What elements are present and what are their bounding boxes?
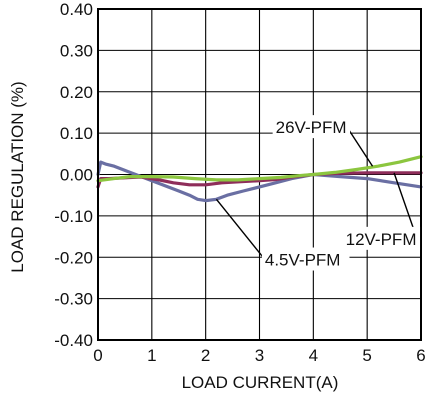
x-tick-label: 6 (416, 346, 425, 365)
x-tick-label: 2 (201, 346, 210, 365)
callout-leader (346, 126, 374, 167)
callout-leader (215, 198, 266, 260)
x-tick-labels: 0 1 2 3 4 5 6 (93, 346, 425, 365)
callout-label: 26V-PFM (276, 118, 347, 137)
y-tick-labels: 0.40 0.30 0.20 0.10 0.00 -0.10 -0.20 -0.30 -0.40 (54, 0, 93, 350)
callout-4-5v-pfm: 4.5V-PFM (215, 198, 350, 271)
y-tick-label: 0.10 (60, 124, 93, 143)
x-tick-label: 3 (255, 346, 264, 365)
callout-label: 4.5V-PFM (265, 251, 341, 270)
callout-background (272, 115, 351, 139)
callout-background (342, 226, 421, 250)
y-tick-label: 0.40 (60, 0, 93, 19)
y-tick-label: -0.40 (54, 331, 93, 350)
grid-layer (97, 8, 422, 341)
callout-label: 12V-PFM (346, 230, 417, 249)
callout-12v-pfm: 12V-PFM (342, 172, 421, 250)
plot-border (97, 8, 422, 341)
y-tick-label: -0.30 (54, 290, 93, 309)
y-tick-label: -0.10 (54, 207, 93, 226)
x-tick-label: 4 (309, 346, 318, 365)
y-tick-label: 0.20 (60, 83, 93, 102)
annotation-layer: 26V-PFM 12V-PFM 4.5V-PFM (215, 115, 421, 271)
plot-frame (97, 8, 422, 341)
series-line-26v-pfm (96, 155, 423, 183)
y-tick-label: 0.30 (60, 41, 93, 60)
y-axis-label: LOAD REGULATION (%) (8, 81, 27, 272)
x-tick-label: 0 (93, 346, 102, 365)
callout-background (261, 247, 350, 271)
series-layer (96, 155, 423, 203)
x-axis-label: LOAD CURRENT(A) (182, 373, 339, 392)
y-tick-label: 0.00 (60, 166, 93, 185)
x-tick-label: 5 (362, 346, 371, 365)
callout-26v-pfm: 26V-PFM (272, 115, 374, 167)
x-tick-label: 1 (147, 346, 156, 365)
y-tick-label: -0.20 (54, 248, 93, 267)
